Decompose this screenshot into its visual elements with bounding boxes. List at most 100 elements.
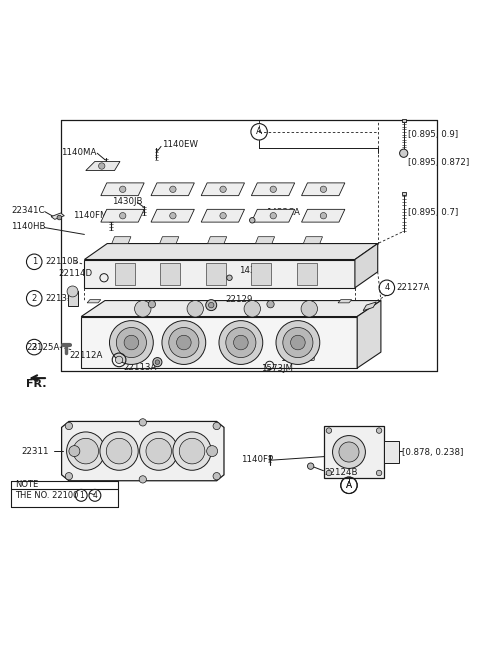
- Circle shape: [376, 470, 382, 475]
- Circle shape: [326, 428, 332, 434]
- Circle shape: [376, 428, 382, 434]
- Circle shape: [116, 327, 146, 358]
- Polygon shape: [61, 422, 224, 481]
- Circle shape: [227, 275, 232, 281]
- Text: [0.895, 0.9]: [0.895, 0.9]: [408, 130, 458, 140]
- Circle shape: [98, 163, 105, 169]
- Polygon shape: [206, 263, 226, 285]
- Text: THE NO. 22100 :: THE NO. 22100 :: [15, 491, 84, 500]
- Text: 22112A: 22112A: [69, 351, 102, 360]
- Text: 1: 1: [79, 491, 84, 500]
- Circle shape: [173, 432, 211, 470]
- Text: 1601DG: 1601DG: [280, 354, 315, 363]
- Circle shape: [100, 432, 138, 470]
- Circle shape: [219, 321, 263, 364]
- Polygon shape: [68, 291, 78, 306]
- Circle shape: [220, 186, 226, 192]
- Circle shape: [67, 286, 78, 297]
- Polygon shape: [151, 209, 194, 222]
- Text: 1430JK: 1430JK: [240, 266, 270, 275]
- Text: 1140MA: 1140MA: [60, 148, 96, 157]
- Polygon shape: [303, 237, 323, 243]
- Polygon shape: [160, 237, 179, 243]
- Text: 1140HB: 1140HB: [12, 221, 46, 231]
- Polygon shape: [255, 237, 275, 243]
- Polygon shape: [201, 209, 244, 222]
- Circle shape: [170, 186, 176, 192]
- Polygon shape: [207, 237, 227, 243]
- Circle shape: [320, 186, 326, 192]
- Polygon shape: [112, 237, 131, 243]
- Circle shape: [73, 438, 98, 464]
- Circle shape: [57, 215, 61, 220]
- Text: NOTE: NOTE: [15, 480, 38, 489]
- Text: 22124B: 22124B: [324, 469, 358, 477]
- Polygon shape: [355, 243, 378, 288]
- Circle shape: [270, 186, 276, 192]
- Circle shape: [148, 301, 156, 308]
- Text: A: A: [256, 127, 262, 136]
- Polygon shape: [384, 441, 399, 462]
- Text: 22114D: 22114D: [59, 269, 93, 278]
- Text: 22341C: 22341C: [12, 205, 45, 215]
- Circle shape: [140, 432, 178, 470]
- Circle shape: [177, 335, 191, 350]
- Text: A: A: [346, 481, 352, 490]
- Polygon shape: [402, 192, 406, 195]
- Circle shape: [301, 301, 317, 317]
- Circle shape: [320, 213, 326, 219]
- Circle shape: [153, 358, 162, 366]
- Polygon shape: [81, 301, 381, 317]
- Circle shape: [170, 213, 176, 219]
- Text: 1433CA: 1433CA: [266, 209, 300, 217]
- Circle shape: [134, 301, 151, 317]
- Polygon shape: [297, 263, 317, 285]
- Polygon shape: [402, 119, 406, 122]
- Text: 22129: 22129: [226, 295, 253, 304]
- Circle shape: [139, 475, 146, 483]
- Text: 22110B: 22110B: [46, 257, 79, 266]
- Circle shape: [206, 300, 216, 311]
- Circle shape: [106, 438, 132, 464]
- Polygon shape: [301, 183, 345, 196]
- Circle shape: [187, 301, 204, 317]
- Circle shape: [250, 217, 255, 223]
- Circle shape: [208, 303, 214, 308]
- Polygon shape: [357, 301, 381, 368]
- Circle shape: [169, 327, 199, 358]
- Text: 22135: 22135: [46, 294, 73, 303]
- Circle shape: [115, 356, 123, 364]
- Circle shape: [67, 432, 105, 470]
- Text: [0.895, 0.872]: [0.895, 0.872]: [408, 158, 469, 168]
- Polygon shape: [338, 300, 352, 303]
- Polygon shape: [86, 162, 120, 170]
- Polygon shape: [324, 426, 384, 477]
- Polygon shape: [84, 259, 355, 288]
- Polygon shape: [201, 183, 244, 196]
- Polygon shape: [81, 317, 357, 368]
- Polygon shape: [84, 243, 378, 259]
- Circle shape: [207, 446, 217, 457]
- Polygon shape: [51, 213, 64, 219]
- Circle shape: [339, 442, 359, 462]
- Polygon shape: [252, 263, 271, 285]
- Circle shape: [180, 438, 205, 464]
- Circle shape: [220, 213, 226, 219]
- Circle shape: [65, 422, 72, 430]
- Circle shape: [308, 463, 314, 469]
- Text: [0.878, 0.238]: [0.878, 0.238]: [402, 448, 463, 456]
- Circle shape: [267, 301, 274, 308]
- Polygon shape: [115, 263, 134, 285]
- Circle shape: [244, 301, 261, 317]
- Polygon shape: [160, 263, 180, 285]
- Circle shape: [69, 446, 80, 457]
- Circle shape: [146, 438, 171, 464]
- Circle shape: [65, 473, 72, 480]
- Polygon shape: [87, 300, 101, 303]
- Circle shape: [109, 321, 153, 364]
- Circle shape: [290, 335, 305, 350]
- Text: 1140EW: 1140EW: [162, 140, 198, 149]
- Circle shape: [400, 149, 408, 158]
- Text: 1140FM: 1140FM: [73, 211, 108, 219]
- Circle shape: [333, 436, 365, 468]
